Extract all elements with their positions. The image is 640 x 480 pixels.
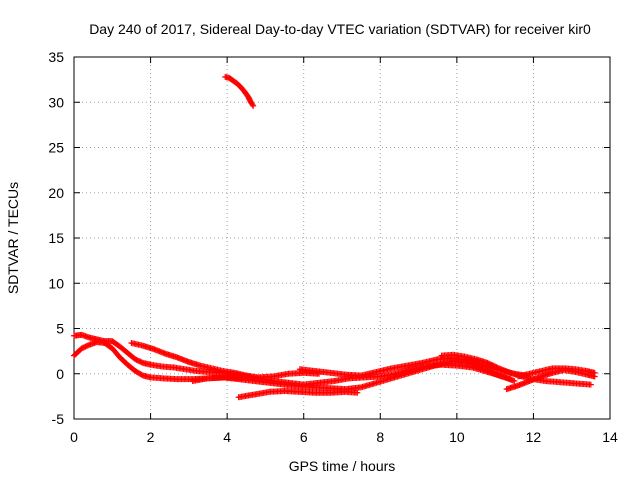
data-point	[591, 369, 598, 376]
x-tick-label: 2	[147, 429, 155, 445]
x-tick-label: 4	[223, 429, 231, 445]
axis-ticks: 0 2 4 6 8 10 12 14 -5 0 5 10 15 20 25 30 35	[48, 49, 618, 445]
x-axis-label: GPS time / hours	[289, 458, 396, 474]
y-tick-label: 20	[48, 185, 64, 201]
data-point	[354, 389, 361, 396]
series-arc-3	[128, 339, 323, 381]
x-tick-label: 6	[300, 429, 308, 445]
series-arc-4	[189, 358, 514, 393]
data-point	[250, 102, 257, 109]
data-point	[249, 101, 256, 108]
x-tick-label: 14	[602, 429, 618, 445]
x-tick-label: 0	[70, 429, 78, 445]
data-point	[511, 377, 518, 384]
data-point	[507, 376, 514, 383]
series-arc-9	[515, 365, 598, 380]
data-series	[71, 73, 598, 401]
y-tick-label: 15	[48, 230, 64, 246]
y-tick-label: 0	[56, 366, 64, 382]
y-tick-label: -5	[52, 411, 65, 427]
series-arc-7	[438, 351, 594, 388]
data-point	[587, 381, 594, 388]
y-tick-label: 10	[48, 275, 64, 291]
chart-title: Day 240 of 2017, Sidereal Day-to-day VTE…	[89, 21, 591, 37]
x-tick-label: 8	[376, 429, 384, 445]
x-tick-label: 10	[449, 429, 465, 445]
x-tick-label: 12	[526, 429, 542, 445]
series-arc-10	[222, 73, 257, 109]
y-axis-label: SDTVAR / TECUs	[5, 182, 21, 294]
series-arc-5	[235, 387, 361, 401]
y-tick-label: 25	[48, 140, 64, 156]
y-tick-label: 5	[56, 321, 64, 337]
y-tick-label: 30	[48, 94, 64, 110]
y-tick-label: 35	[48, 49, 64, 65]
